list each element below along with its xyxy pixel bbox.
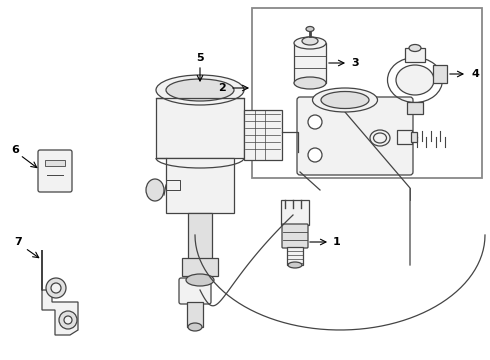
- Bar: [281, 200, 309, 225]
- Circle shape: [59, 311, 77, 329]
- Circle shape: [308, 148, 322, 162]
- Circle shape: [46, 278, 66, 298]
- Bar: [397, 130, 412, 144]
- Bar: [287, 247, 303, 265]
- Ellipse shape: [409, 45, 421, 51]
- Bar: [187, 302, 203, 327]
- Ellipse shape: [146, 179, 164, 201]
- Ellipse shape: [306, 27, 314, 31]
- Bar: [433, 65, 447, 83]
- Text: 4: 4: [471, 69, 479, 79]
- Ellipse shape: [188, 323, 202, 331]
- FancyBboxPatch shape: [282, 224, 308, 248]
- FancyBboxPatch shape: [297, 97, 413, 175]
- Text: 5: 5: [196, 53, 204, 63]
- Ellipse shape: [288, 262, 302, 268]
- Text: 3: 3: [351, 58, 359, 68]
- Text: 1: 1: [333, 237, 341, 247]
- Polygon shape: [42, 250, 78, 335]
- Bar: [252, 8, 482, 178]
- Bar: [294, 43, 326, 83]
- Bar: [405, 48, 425, 62]
- Ellipse shape: [294, 77, 326, 89]
- Circle shape: [64, 316, 72, 324]
- Ellipse shape: [302, 37, 318, 45]
- Bar: [182, 258, 218, 276]
- Text: 2: 2: [218, 83, 226, 93]
- Bar: [411, 132, 417, 142]
- Ellipse shape: [294, 37, 326, 49]
- Circle shape: [308, 115, 322, 129]
- Bar: [244, 110, 282, 160]
- Bar: [166, 158, 234, 213]
- Ellipse shape: [313, 88, 377, 112]
- Bar: [156, 98, 244, 158]
- Ellipse shape: [321, 91, 369, 108]
- Text: 6: 6: [11, 145, 19, 155]
- Ellipse shape: [166, 79, 234, 101]
- Ellipse shape: [396, 65, 434, 95]
- Ellipse shape: [186, 274, 214, 286]
- Bar: [407, 102, 423, 114]
- Text: 7: 7: [14, 237, 22, 247]
- FancyBboxPatch shape: [38, 150, 72, 192]
- Bar: [45, 160, 65, 166]
- FancyBboxPatch shape: [179, 278, 211, 304]
- Circle shape: [51, 283, 61, 293]
- Bar: [188, 213, 212, 268]
- Ellipse shape: [156, 75, 244, 105]
